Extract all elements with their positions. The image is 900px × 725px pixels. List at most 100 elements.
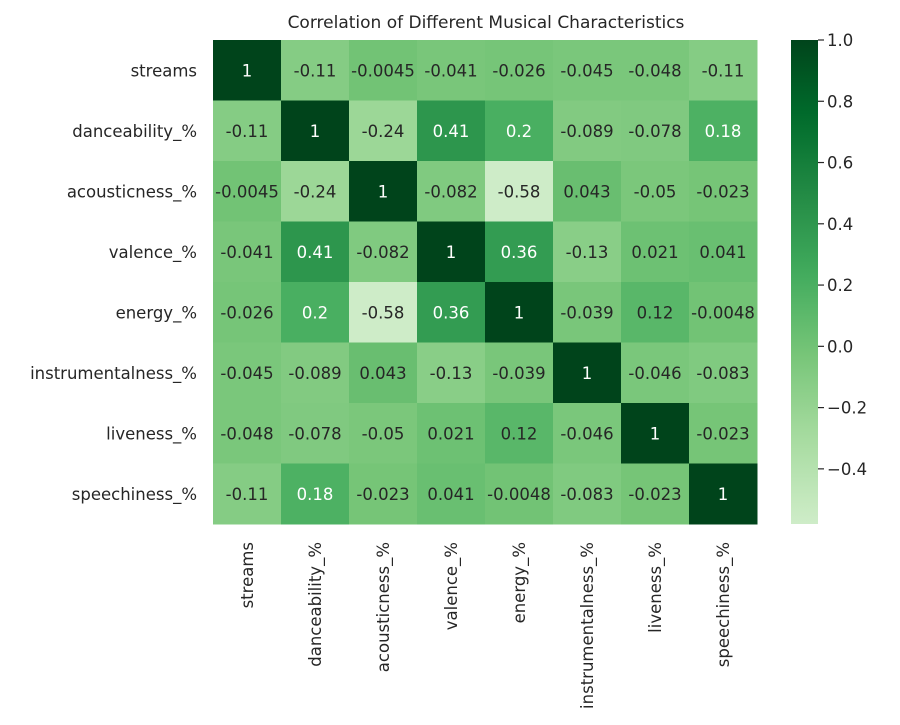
heatmap-cell <box>417 463 486 525</box>
heatmap-cell <box>689 40 758 101</box>
heatmap-cell <box>553 342 622 404</box>
cell-value-label: 0.2 <box>506 122 532 141</box>
cell-value-label: 0.041 <box>699 243 746 262</box>
heatmap-cell <box>281 403 350 464</box>
heatmap-cell <box>485 40 554 101</box>
column-tick-label: valence_% <box>442 542 462 630</box>
cell-value-label: -0.13 <box>566 243 609 262</box>
heatmap-cell <box>417 100 486 162</box>
heatmap-cell <box>281 40 350 101</box>
heatmap-cell <box>417 282 486 343</box>
heatmap-cell <box>349 100 418 162</box>
heatmap-cell <box>281 221 350 283</box>
heatmap-cell <box>553 403 622 464</box>
heatmap-cell <box>417 403 486 464</box>
heatmap-cell <box>689 282 758 343</box>
heatmap-cell <box>213 221 282 283</box>
colorbar-tick-label: 0.2 <box>827 276 853 295</box>
colorbar: 1.0 0.8 0.6 0.4 0.2 0.0 −0.2 −0.4 <box>791 31 867 524</box>
cell-value-label: -0.039 <box>560 303 613 322</box>
heatmap-cell <box>485 100 554 162</box>
heatmap-cell <box>213 342 282 404</box>
cell-value-label: 0.041 <box>427 485 474 504</box>
colorbar-tick-label: 0.0 <box>827 337 853 356</box>
cell-value-label: -0.11 <box>294 61 337 80</box>
heatmap-cell <box>349 403 418 464</box>
cell-value-label: -0.082 <box>356 243 409 262</box>
column-tick-label: energy_% <box>510 542 530 623</box>
heatmap-cell <box>349 161 418 222</box>
heatmap-cell <box>621 463 690 525</box>
heatmap-cell <box>621 221 690 283</box>
colorbar-tick-label: 0.4 <box>827 215 853 234</box>
cell-value-label: 1 <box>582 364 593 383</box>
colorbar-tick-label: 0.6 <box>827 154 853 173</box>
cell-value-label: -0.023 <box>356 485 409 504</box>
heatmap-cell <box>213 282 282 343</box>
cell-value-label: -0.046 <box>628 364 681 383</box>
heatmap-cell <box>485 161 554 222</box>
column-tick-label: speechiness_% <box>714 542 734 667</box>
column-labels: streams danceability_% acousticness_% valen… <box>238 542 734 709</box>
heatmap-cell <box>553 100 622 162</box>
cell-value-label: -0.046 <box>560 424 613 443</box>
cell-value-label: 0.043 <box>359 364 406 383</box>
heatmap-cell <box>485 463 554 525</box>
heatmap-cell <box>621 100 690 162</box>
cell-value-label: -0.026 <box>220 303 273 322</box>
heatmap-cell <box>485 403 554 464</box>
cell-annotations: 1 -0.11 -0.0045 -0.041 -0.026 -0.045 -0.048 -0.… <box>215 61 755 504</box>
cell-value-label: -0.089 <box>288 364 341 383</box>
row-tick-label: speechiness_% <box>72 485 197 505</box>
cell-value-label: -0.11 <box>702 61 745 80</box>
heatmap-cell <box>621 40 690 101</box>
heatmap-cell <box>417 342 486 404</box>
cell-value-label: 0.2 <box>302 303 328 322</box>
cell-value-label: -0.24 <box>294 182 337 201</box>
cell-value-label: 1 <box>446 243 457 262</box>
cell-value-label: 0.12 <box>637 303 674 322</box>
heatmap-cells <box>213 40 758 525</box>
colorbar-gradient <box>791 40 818 524</box>
cell-value-label: -0.041 <box>220 243 273 262</box>
cell-value-label: -0.58 <box>362 303 405 322</box>
row-tick-label: streams <box>131 61 197 80</box>
heatmap-cell <box>417 221 486 283</box>
cell-value-label: 0.36 <box>433 303 470 322</box>
heatmap-cell <box>485 282 554 343</box>
heatmap-cell <box>689 221 758 283</box>
heatmap-cell <box>417 161 486 222</box>
cell-value-label: 1 <box>242 61 253 80</box>
heatmap-cell <box>553 40 622 101</box>
heatmap-cell <box>553 282 622 343</box>
cell-value-label: -0.0045 <box>215 182 279 201</box>
heatmap-cell <box>621 161 690 222</box>
heatmap-cell <box>213 463 282 525</box>
cell-value-label: 0.36 <box>501 243 538 262</box>
cell-value-label: -0.026 <box>492 61 545 80</box>
cell-value-label: -0.078 <box>288 424 341 443</box>
row-tick-label: acousticness_% <box>67 182 197 202</box>
row-tick-label: valence_% <box>109 243 197 263</box>
heatmap-cell <box>281 342 350 404</box>
heatmap-cell <box>689 403 758 464</box>
column-tick-label: streams <box>238 542 257 608</box>
cell-value-label: -0.05 <box>634 182 677 201</box>
heatmap-cell <box>213 100 282 162</box>
cell-value-label: -0.082 <box>424 182 477 201</box>
row-tick-label: danceability_% <box>72 122 197 142</box>
heatmap-cell <box>417 40 486 101</box>
heatmap-cell <box>281 100 350 162</box>
cell-value-label: -0.11 <box>226 485 269 504</box>
heatmap-cell <box>349 463 418 525</box>
colorbar-tick-label: 0.8 <box>827 92 853 111</box>
cell-value-label: 1 <box>378 182 389 201</box>
heatmap-cell <box>349 221 418 283</box>
heatmap-cell <box>689 463 758 525</box>
heatmap-cell <box>689 100 758 162</box>
cell-value-label: -0.045 <box>560 61 613 80</box>
heatmap-cell <box>689 342 758 404</box>
cell-value-label: 0.021 <box>427 424 474 443</box>
cell-value-label: -0.05 <box>362 424 405 443</box>
